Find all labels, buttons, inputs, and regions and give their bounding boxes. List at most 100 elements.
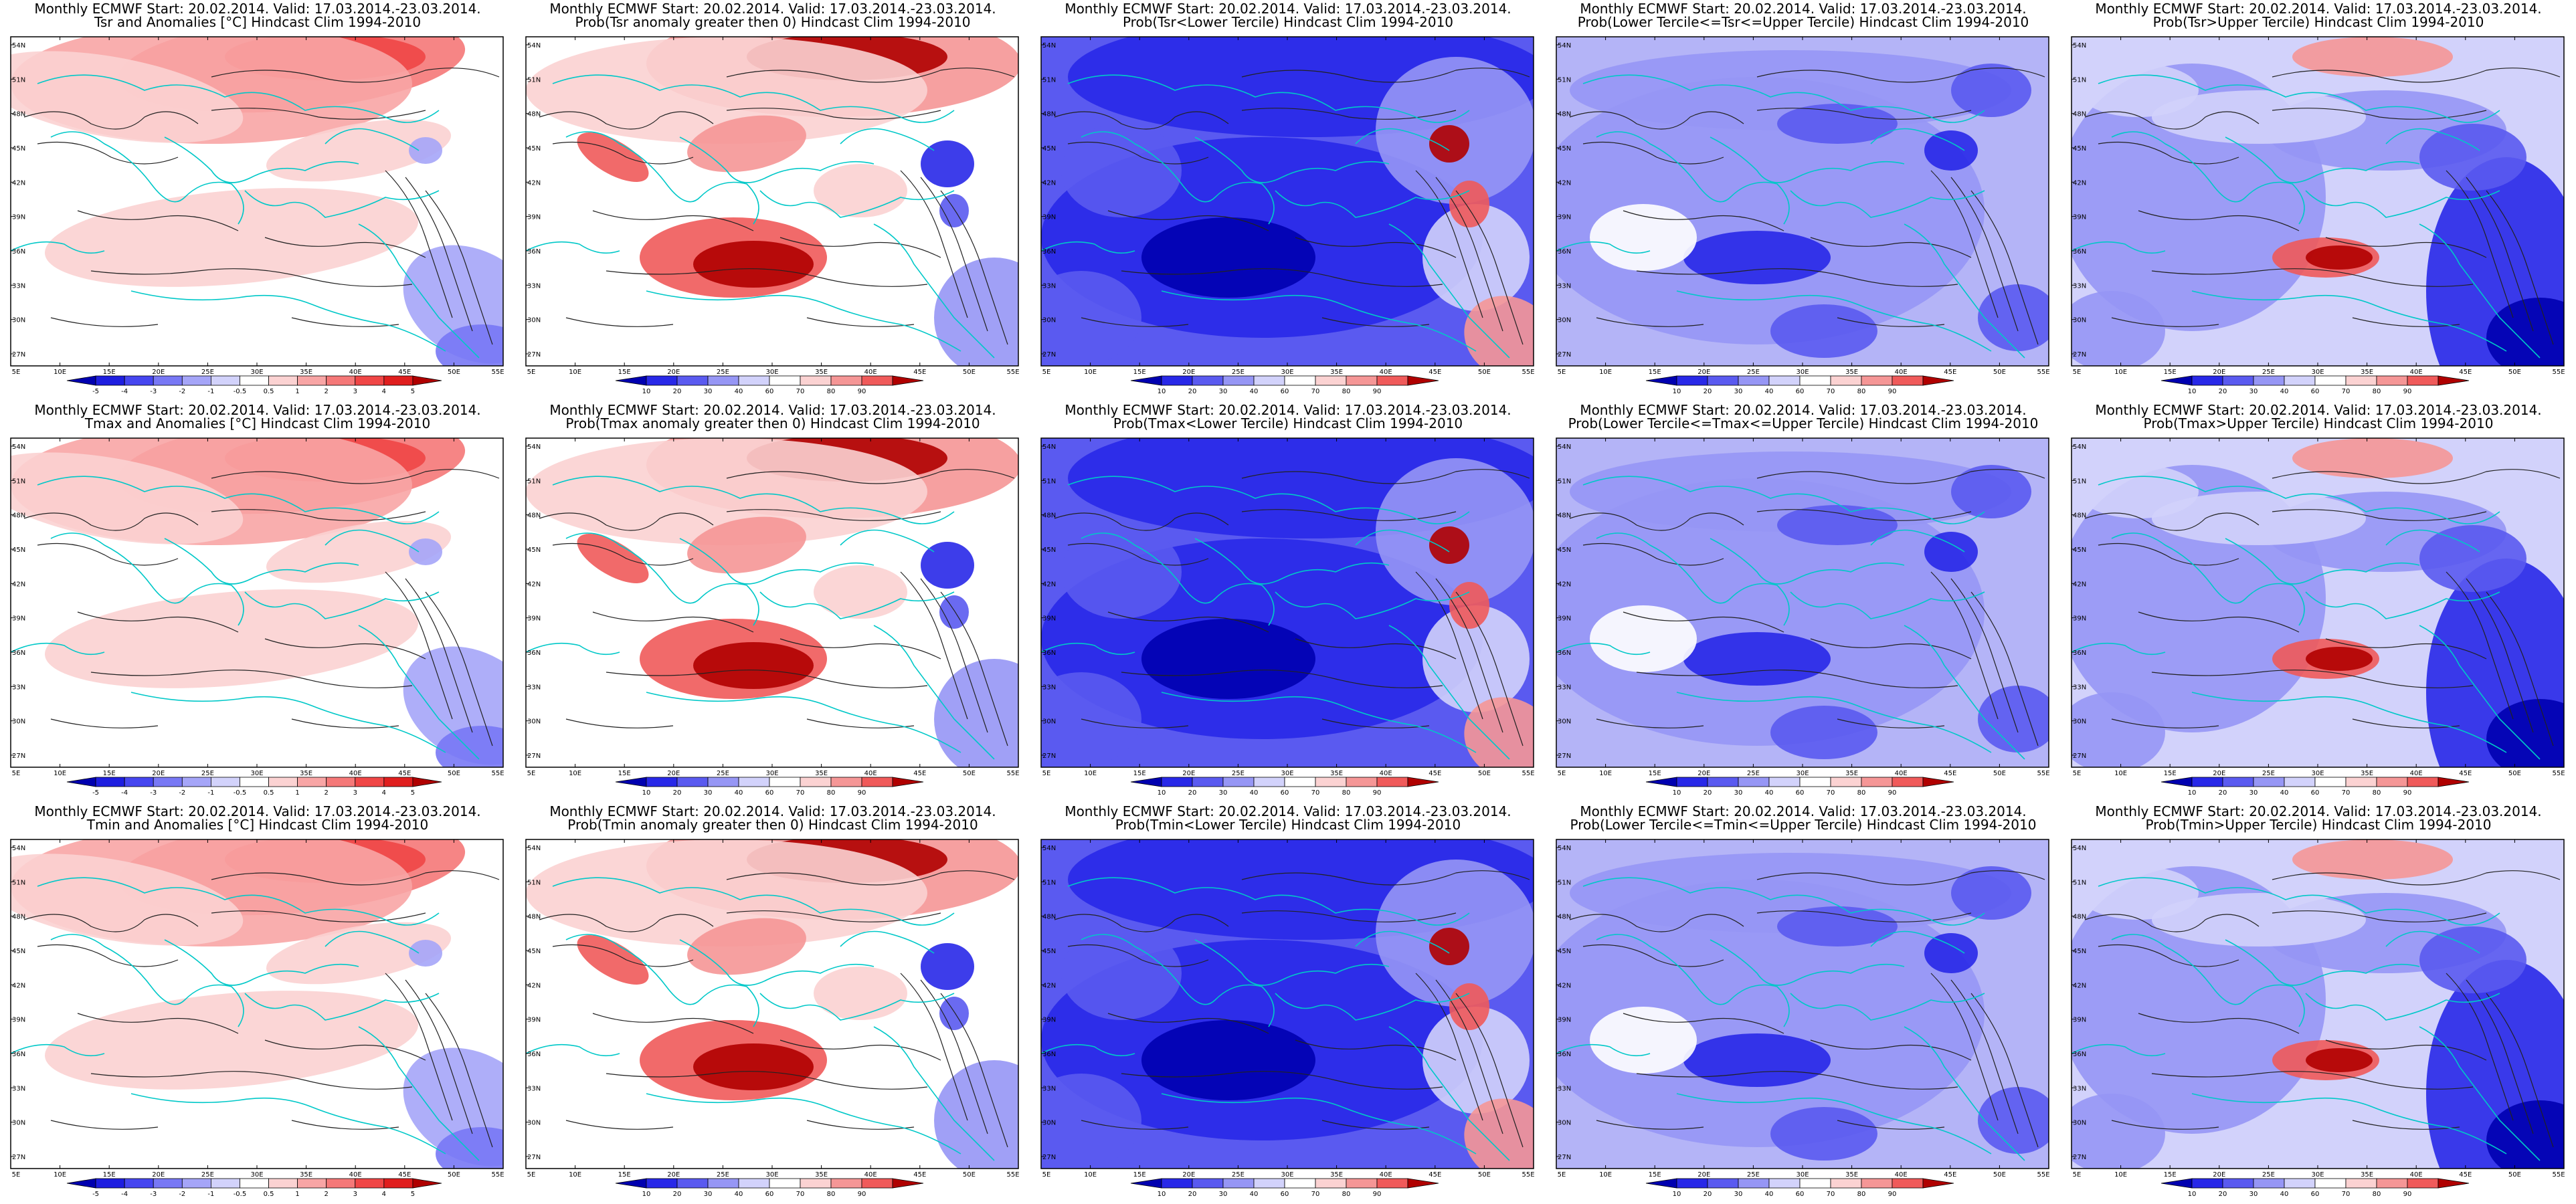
panel-title-line1: Monthly ECMWF Start: 20.02.2014. Valid: … bbox=[34, 402, 481, 418]
coastline bbox=[526, 241, 620, 254]
coastline bbox=[1081, 131, 1275, 225]
lon-tick-label: 25E bbox=[1232, 369, 1245, 376]
lat-tick-label: 36N bbox=[527, 248, 541, 256]
lat-tick-label: 45N bbox=[527, 948, 541, 955]
lon-tick-label: 55E bbox=[2552, 770, 2565, 777]
contour-line bbox=[779, 1039, 941, 1061]
coastline bbox=[1582, 74, 1985, 123]
lat-tick-label: 30N bbox=[2073, 718, 2086, 726]
colorbar-label: 3 bbox=[353, 388, 357, 395]
contour-line bbox=[211, 910, 426, 922]
colorbar-swatch bbox=[1922, 777, 1954, 787]
colorbar-swatch bbox=[615, 375, 647, 386]
anomaly-region bbox=[1141, 619, 1315, 699]
contour-line bbox=[2466, 979, 2534, 1134]
forecast-map: 5E 10E 15E 20E 25E 30E 35E 40E 45E 50E 55E 54N 51N 48… bbox=[10, 36, 504, 395]
contour-line bbox=[1295, 237, 1457, 258]
forecast-map: 5E 10E 15E 20E 25E 30E 35E 40E 45E 50E 55E 54N 51N 48… bbox=[525, 437, 1020, 797]
contour-line bbox=[2325, 638, 2487, 660]
colorbar-swatch bbox=[830, 375, 862, 386]
colorbar-label: 2 bbox=[325, 388, 329, 395]
colorbar-swatch bbox=[181, 375, 211, 386]
colorbar-swatch bbox=[1346, 1178, 1378, 1189]
contour-line bbox=[1321, 317, 1430, 327]
colorbar-swatch bbox=[861, 777, 893, 787]
lon-tick-label: 5E bbox=[1042, 1171, 1051, 1179]
contour-line bbox=[1241, 509, 1457, 521]
coastline bbox=[1556, 642, 1651, 656]
anomaly-region bbox=[436, 1127, 503, 1169]
contour-line bbox=[1970, 190, 2039, 345]
coastline bbox=[1355, 529, 1450, 553]
colorbar-label: 70 bbox=[1827, 789, 1835, 797]
coastline bbox=[565, 532, 759, 626]
anomaly-region bbox=[409, 538, 442, 565]
map-panel: Monthly ECMWF Start: 20.02.2014. Valid: … bbox=[0, 401, 515, 803]
lon-tick-label: 10E bbox=[1599, 369, 1612, 376]
lon-tick-label: 30E bbox=[2311, 369, 2324, 376]
colorbar-label: 80 bbox=[2373, 388, 2381, 395]
colorbar-label: -5 bbox=[92, 789, 99, 797]
anomaly-region bbox=[409, 940, 442, 967]
colorbar-swatch bbox=[1799, 1178, 1831, 1189]
anomaly-region bbox=[2292, 438, 2453, 478]
anomaly-region bbox=[2306, 245, 2373, 270]
colorbar-label: 80 bbox=[2373, 1191, 2381, 1198]
colorbar-swatch bbox=[326, 1178, 356, 1189]
lat-tick-label: 51N bbox=[1558, 478, 1571, 485]
anomaly-region bbox=[934, 659, 1018, 767]
colorbar-swatch bbox=[2253, 777, 2285, 787]
panel-title-line2: Prob(Tsr anomaly greater then 0) Hindcas… bbox=[575, 14, 971, 30]
lon-tick-label: 25E bbox=[201, 369, 214, 376]
lon-tick-label: 35E bbox=[2361, 770, 2373, 777]
lat-tick-label: 45N bbox=[2073, 145, 2086, 153]
contour-line bbox=[1067, 141, 1209, 165]
lon-tick-label: 5E bbox=[1558, 369, 1566, 376]
anomaly-region bbox=[693, 642, 814, 689]
colorbar-swatch bbox=[738, 1178, 770, 1189]
coastline bbox=[1870, 128, 1965, 151]
colorbar-label: 40 bbox=[2280, 388, 2289, 395]
lon-tick-label: 25E bbox=[1747, 1171, 1760, 1179]
anomaly-region bbox=[1770, 706, 1877, 759]
contour-line bbox=[2466, 177, 2534, 332]
anomaly-region bbox=[2419, 124, 2526, 191]
anomaly-region bbox=[921, 140, 974, 187]
colorbar-label: 10 bbox=[2188, 789, 2197, 797]
lon-tick-label: 40E bbox=[2410, 1171, 2423, 1179]
lat-tick-label: 39N bbox=[1558, 1017, 1571, 1024]
contour-line bbox=[1837, 718, 1945, 728]
lat-tick-label: 45N bbox=[1558, 145, 1571, 153]
colorbar-swatch bbox=[2253, 1178, 2285, 1189]
contour-line bbox=[385, 170, 453, 318]
coastline bbox=[1081, 532, 1275, 626]
contour-line bbox=[726, 509, 941, 521]
coastline bbox=[1194, 136, 1390, 183]
lat-tick-label: 36N bbox=[1042, 1051, 1056, 1058]
lon-tick-label: 45E bbox=[1429, 1171, 1441, 1179]
lon-tick-label: 30E bbox=[1281, 770, 1293, 777]
coastline bbox=[1275, 190, 1470, 218]
colorbar-swatch bbox=[646, 777, 678, 787]
coastline bbox=[2225, 136, 2420, 183]
lat-tick-label: 51N bbox=[527, 478, 541, 485]
contour-line bbox=[2084, 512, 2260, 531]
forecast-map: 5E 10E 15E 20E 25E 30E 35E 40E 45E 50E 55E 54N 51N 48… bbox=[1040, 437, 1535, 797]
colorbar-label: 90 bbox=[1888, 789, 1897, 797]
coastline bbox=[2072, 241, 2166, 254]
colorbar-label: 90 bbox=[1888, 1191, 1897, 1198]
contour-line bbox=[565, 1120, 674, 1130]
lon-tick-label: 25E bbox=[1232, 770, 1245, 777]
lat-tick-label: 39N bbox=[2073, 1017, 2086, 1024]
colorbar-swatch bbox=[769, 777, 801, 787]
coastline bbox=[1161, 1093, 1477, 1155]
anomaly-region bbox=[1683, 231, 1831, 284]
lat-tick-label: 51N bbox=[12, 879, 25, 886]
lon-tick-label: 15E bbox=[103, 770, 116, 777]
colorbar-swatch bbox=[2345, 777, 2377, 787]
colorbar-swatch bbox=[124, 1178, 154, 1189]
colorbar-swatch bbox=[1799, 375, 1831, 386]
lon-tick-label: 15E bbox=[1133, 770, 1146, 777]
lat-tick-label: 27N bbox=[1042, 752, 1056, 760]
lon-tick-label: 35E bbox=[2361, 369, 2373, 376]
